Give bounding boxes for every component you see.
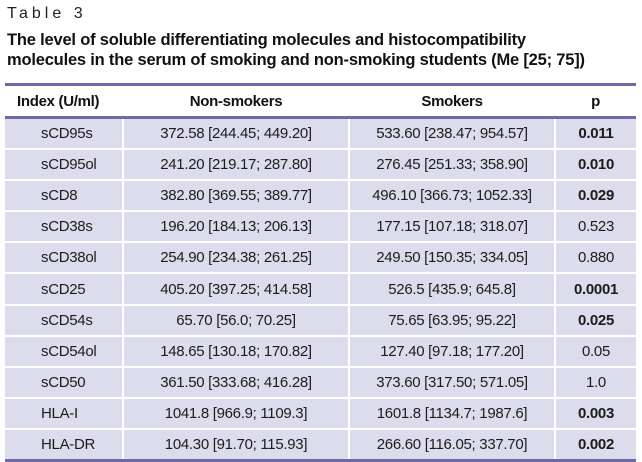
cell-index: sCD50	[5, 367, 124, 400]
cell-p: 0.003	[555, 398, 636, 431]
caption-line-2: molecules in the serum of smoking and no…	[7, 51, 585, 69]
table-row: sCD95s 372.58 [244.45; 449.20] 533.60 [238…	[5, 117, 636, 150]
cell-index: sCD95ol	[5, 148, 124, 181]
cell-smokers: 127.40 [97.18; 177.20]	[349, 335, 556, 369]
cell-index: sCD8	[5, 179, 124, 213]
cell-smokers: 266.60 [116.05; 337.70]	[349, 429, 556, 462]
table-row: sCD38ol 254.90 [234.38; 261.25] 249.50 [15…	[5, 242, 636, 275]
cell-non-smokers: 148.65 [130.18; 170.82]	[123, 335, 350, 369]
cell-p: 0.025	[555, 304, 636, 337]
cell-index: sCD25	[5, 273, 124, 306]
table-caption: The level of soluble differentiating mol…	[7, 30, 637, 70]
header-smokers: Smokers	[349, 83, 555, 119]
cell-non-smokers: 382.80 [369.55; 389.77]	[123, 179, 350, 213]
table-row: HLA-DR 104.30 [91.70; 115.93] 266.60 [116.…	[5, 429, 636, 462]
table-row: sCD8 382.80 [369.55; 389.77] 496.10 [366.7…	[5, 179, 636, 213]
cell-non-smokers: 104.30 [91.70; 115.93]	[123, 429, 350, 462]
cell-index: sCD54s	[5, 304, 124, 337]
table-row: sCD95ol 241.20 [219.17; 287.80] 276.45 [25…	[5, 148, 636, 181]
cell-smokers: 177.15 [107.18; 318.07]	[349, 211, 556, 244]
data-table: Index (U/ml) Non-smokers Smokers p sCD95…	[5, 83, 636, 462]
cell-non-smokers: 361.50 [333.68; 416.28]	[123, 367, 350, 400]
cell-smokers: 496.10 [366.73; 1052.33]	[349, 179, 556, 213]
header-p: p	[555, 83, 636, 119]
table-row: sCD54ol 148.65 [130.18; 170.82] 127.40 [97…	[5, 335, 636, 369]
table-row: sCD25 405.20 [397.25; 414.58] 526.5 [435.9…	[5, 273, 636, 306]
cell-index: sCD54ol	[5, 335, 124, 369]
table-row: sCD54s 65.70 [56.0; 70.25] 75.65 [63.95; 9…	[5, 304, 636, 337]
cell-smokers: 1601.8 [1134.7; 1987.6]	[349, 398, 556, 431]
cell-smokers: 75.65 [63.95; 95.22]	[349, 304, 556, 337]
cell-p: 0.010	[555, 148, 636, 181]
table-body: sCD95s 372.58 [244.45; 449.20] 533.60 [238…	[5, 117, 636, 462]
cell-p: 0.05	[555, 335, 636, 369]
cell-non-smokers: 241.20 [219.17; 287.80]	[123, 148, 350, 181]
table-row: sCD50 361.50 [333.68; 416.28] 373.60 [317.…	[5, 367, 636, 400]
cell-smokers: 373.60 [317.50; 571.05]	[349, 367, 556, 400]
cell-index: sCD38ol	[5, 242, 124, 275]
cell-p: 0.0001	[555, 273, 636, 306]
header-index: Index (U/ml)	[5, 83, 123, 119]
header-row: Index (U/ml) Non-smokers Smokers p	[5, 83, 636, 119]
cell-index: HLA-I	[5, 398, 124, 431]
cell-smokers: 249.50 [150.35; 334.05]	[349, 242, 556, 275]
cell-p: 0.523	[555, 211, 636, 244]
cell-non-smokers: 65.70 [56.0; 70.25]	[123, 304, 350, 337]
table-row: HLA-I 1041.8 [966.9; 1109.3] 1601.8 [1134.…	[5, 398, 636, 431]
table-number-label: Table 3	[7, 5, 87, 22]
table-header: Index (U/ml) Non-smokers Smokers p	[5, 83, 636, 119]
cell-p: 0.029	[555, 179, 636, 213]
cell-p: 0.880	[555, 242, 636, 275]
cell-non-smokers: 1041.8 [966.9; 1109.3]	[123, 398, 350, 431]
cell-index: sCD95s	[5, 117, 124, 150]
cell-smokers: 276.45 [251.33; 358.90]	[349, 148, 556, 181]
table-row: sCD38s 196.20 [184.13; 206.13] 177.15 [107…	[5, 211, 636, 244]
cell-p: 0.011	[555, 117, 636, 150]
cell-smokers: 533.60 [238.47; 954.57]	[349, 117, 556, 150]
cell-p: 0.002	[555, 429, 636, 462]
cell-non-smokers: 405.20 [397.25; 414.58]	[123, 273, 350, 306]
cell-index: sCD38s	[5, 211, 124, 244]
cell-non-smokers: 372.58 [244.45; 449.20]	[123, 117, 350, 150]
caption-line-1: The level of soluble differentiating mol…	[7, 31, 526, 49]
cell-smokers: 526.5 [435.9; 645.8]	[349, 273, 556, 306]
cell-index: HLA-DR	[5, 429, 124, 462]
cell-non-smokers: 254.90 [234.38; 261.25]	[123, 242, 350, 275]
cell-p: 1.0	[555, 367, 636, 400]
cell-non-smokers: 196.20 [184.13; 206.13]	[123, 211, 350, 244]
header-non-smokers: Non-smokers	[123, 83, 349, 119]
